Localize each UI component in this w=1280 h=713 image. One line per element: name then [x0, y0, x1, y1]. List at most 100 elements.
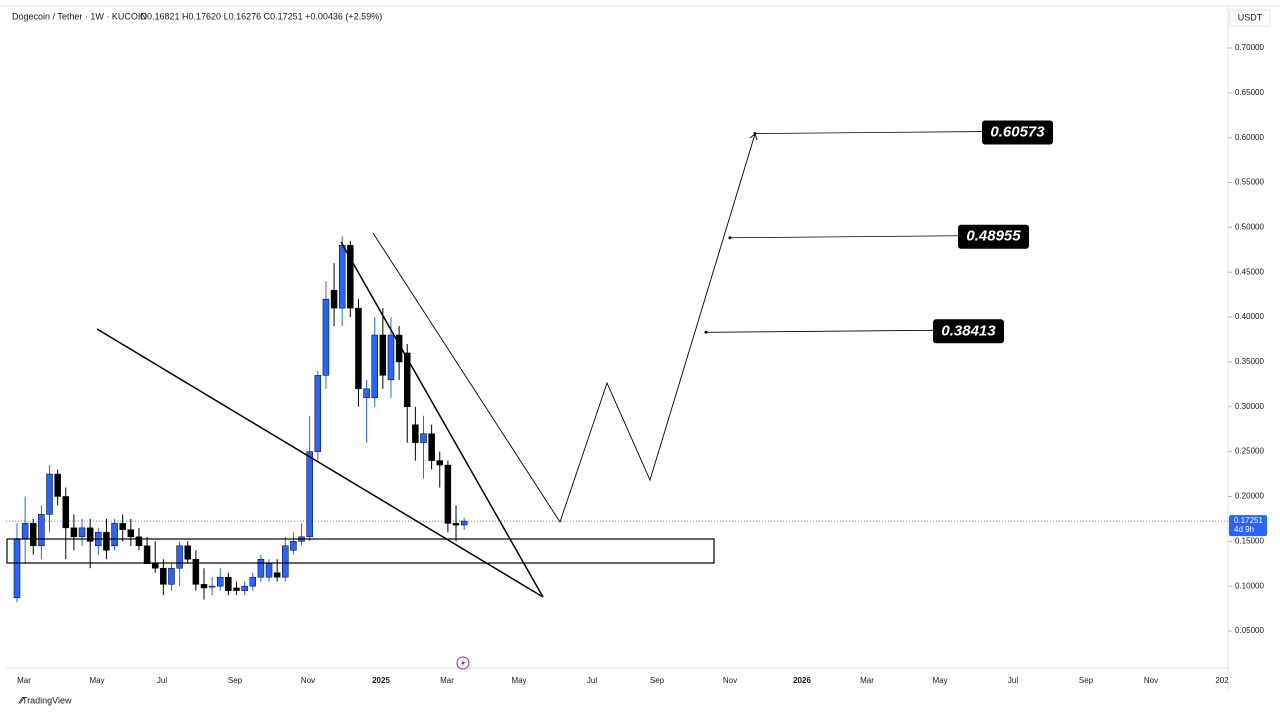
event-bolt — [461, 659, 465, 667]
candle-body — [103, 532, 110, 551]
x-tick-label: Nov — [1144, 676, 1158, 685]
candle-body — [249, 576, 257, 587]
candle-body — [184, 545, 191, 560]
candle-body — [306, 451, 313, 538]
candle-body — [460, 520, 468, 526]
y-tick-label: 0.30000 — [1235, 402, 1264, 411]
footer-logo: ⁄⁄ — [18, 695, 26, 705]
candle-body — [265, 563, 273, 578]
candle-body — [70, 527, 78, 538]
y-tick-label: 0.45000 — [1235, 267, 1264, 276]
candle-body — [322, 298, 330, 376]
x-tick-label: May — [511, 676, 526, 685]
y-tick-label: 0.70000 — [1235, 43, 1264, 52]
candle-body — [387, 334, 395, 381]
y-tick-label: 0.40000 — [1235, 312, 1264, 321]
candle-body — [452, 523, 460, 526]
y-tick-label: 0.15000 — [1235, 536, 1264, 545]
y-tick-label: 0.10000 — [1235, 581, 1264, 590]
x-tick-label: Sep — [1079, 676, 1094, 685]
candle-body — [62, 496, 70, 529]
x-tick-label: May — [932, 676, 947, 685]
level-anchor — [753, 132, 757, 136]
candle-body — [241, 585, 248, 591]
candle-body — [371, 334, 378, 399]
last-price-label: 0.17251 — [1234, 516, 1263, 525]
candle-body — [78, 527, 86, 538]
level-label: 0.60573 — [990, 124, 1045, 141]
event-icon[interactable] — [456, 656, 470, 670]
y-tick-label: 0.65000 — [1235, 88, 1264, 97]
currency-label: USDT — [1238, 12, 1263, 22]
currency-button[interactable] — [1229, 9, 1271, 27]
candle-body — [143, 545, 151, 564]
candle-body — [151, 563, 159, 569]
y-tick-label: 0.25000 — [1235, 447, 1264, 456]
x-tick-label: Sep — [228, 676, 243, 685]
level-anchor — [704, 330, 708, 334]
y-tick-label: 0.20000 — [1235, 492, 1264, 501]
projection-path — [372, 133, 756, 524]
wedge-upper — [340, 241, 544, 598]
last-price-box — [1229, 515, 1267, 537]
candle-body — [176, 545, 183, 569]
x-tick-label: Nov — [723, 676, 737, 685]
level-line — [729, 235, 959, 239]
candle-body — [420, 433, 427, 443]
x-tick-label: Mar — [440, 676, 454, 685]
candle-body — [403, 352, 411, 408]
level-line — [705, 329, 934, 333]
candle-body — [38, 514, 45, 547]
x-tick-label: Mar — [860, 676, 874, 685]
candle-body — [233, 587, 240, 591]
candle-body — [127, 529, 135, 538]
candle-body — [192, 558, 200, 585]
candle-body — [330, 289, 338, 309]
level-box — [982, 120, 1053, 145]
candle-body — [282, 545, 289, 578]
y-tick-label: 0.60000 — [1235, 133, 1264, 142]
candle-body — [355, 307, 362, 390]
candle-body — [168, 567, 175, 585]
candle-body — [444, 464, 452, 524]
plot: 0.05000 0.10000 0.15000 0.20000 0.25000 0.300… — [6, 43, 1267, 685]
support-zone — [6, 538, 715, 564]
x-tick-label: Mar — [17, 676, 31, 685]
countdown-label: 4d 9h — [1234, 525, 1254, 534]
x-tick-label: Jul — [1008, 676, 1018, 685]
candle-body — [412, 424, 419, 443]
level-line — [754, 131, 983, 134]
candle-body — [363, 388, 370, 399]
level-label: 0.48955 — [966, 228, 1021, 245]
candle-body — [217, 576, 224, 587]
candle-body — [200, 584, 208, 589]
candle-body — [257, 558, 265, 578]
x-tick-label: Sep — [650, 676, 665, 685]
footer-brand: TradingView — [22, 695, 72, 705]
ohlc-header: O0.16821 H0.17620 L0.16276 C0.17251 +0.0… — [140, 11, 382, 21]
level-anchor — [728, 236, 732, 240]
candle-body — [436, 460, 444, 466]
candle-body — [21, 523, 29, 539]
level-box — [933, 319, 1004, 344]
candle-body — [338, 245, 346, 309]
candle-body — [13, 538, 21, 599]
candle-body — [54, 473, 61, 497]
x-tick-label: 2025 — [372, 676, 390, 685]
x-tick-label: Jul — [587, 676, 597, 685]
candle-body — [160, 567, 167, 585]
candle-body — [290, 541, 297, 551]
candle-body — [314, 375, 322, 452]
candle-body — [119, 523, 126, 530]
level-label: 0.38413 — [941, 322, 996, 339]
wedge-lower — [96, 328, 544, 598]
x-tick-label: Jul — [157, 676, 167, 685]
candle-body — [46, 473, 53, 515]
candle-body — [273, 572, 281, 578]
symbol-title: Dogecoin / Tether · 1W · KUCOIN — [12, 11, 147, 21]
level-box — [958, 224, 1029, 249]
y-tick-label: 0.05000 — [1235, 626, 1264, 635]
candle-body — [428, 433, 435, 461]
